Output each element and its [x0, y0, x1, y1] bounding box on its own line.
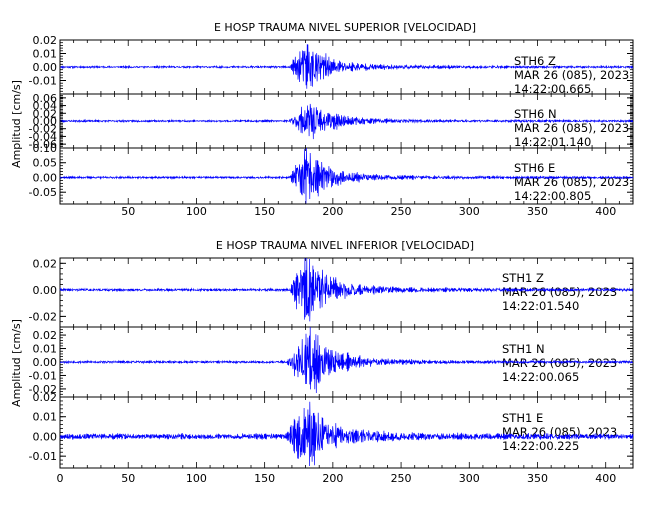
- x-tick-label: 50: [121, 472, 135, 485]
- x-tick-label: 300: [459, 472, 480, 485]
- y-tick-label: 0.01: [33, 343, 58, 356]
- panel-0-0: 0.020.010.00-0.01: [29, 34, 634, 95]
- panel-1-2: 0.02 0.01 0.00 -0.01: [29, 391, 634, 469]
- x-tick-label: 400: [595, 205, 616, 218]
- top-group-ylabel: Amplitud [cm/s]: [10, 80, 23, 168]
- plot-panels: 0.020.010.00-0.010.060.040.020.00-0.02-0…: [29, 34, 634, 485]
- bottom-group-title: E HOSP TRAUMA NIVEL INFERIOR [VELOCIDAD]: [216, 239, 474, 252]
- time-label: 14:22:00.665: [514, 82, 591, 96]
- time-label: 14:22:00.805: [514, 189, 591, 203]
- station-label: STH6 E: [514, 161, 555, 175]
- y-tick-label: -0.04: [29, 130, 57, 143]
- y-tick-label: 0.00: [33, 61, 58, 74]
- x-tick-label: 250: [391, 472, 412, 485]
- x-tick-label: 150: [254, 205, 275, 218]
- y-tick-label: -0.01: [29, 450, 57, 463]
- x-tick-label: 0: [57, 472, 64, 485]
- y-tick-label: 0.02: [33, 391, 58, 404]
- x-tick-label: 200: [322, 472, 343, 485]
- station-label: STH1 E: [502, 411, 543, 425]
- panel-info-sth6-n: STH6 N MAR 26 (085), 2023 14:22:01.140: [514, 107, 629, 149]
- y-tick-label: 0.04: [33, 100, 58, 113]
- y-tick-label: -0.05: [29, 186, 57, 199]
- seismic-trace: [59, 147, 634, 204]
- y-tick-label: -0.02: [29, 123, 57, 136]
- seismic-trace: [59, 257, 634, 322]
- top-group-title: E HOSP TRAUMA NIVEL SUPERIOR [VELOCIDAD]: [214, 21, 476, 34]
- y-tick-label: 0.02: [33, 257, 58, 270]
- y-tick-label: 0.02: [33, 34, 58, 47]
- y-tick-label: 0.06: [33, 92, 58, 105]
- seismic-trace: [59, 103, 634, 140]
- y-tick-label: 0.01: [33, 48, 58, 61]
- x-tick-label: 300: [459, 205, 480, 218]
- y-tick-label: 0.00: [33, 284, 58, 297]
- x-tick-label: 400: [595, 472, 616, 485]
- seismic-trace: [59, 326, 634, 394]
- y-tick-label: 0.00: [33, 115, 58, 128]
- y-tick-label: -0.06: [29, 138, 57, 151]
- station-label: STH6 Z: [514, 54, 556, 68]
- y-tick-label: 0.10: [33, 142, 58, 155]
- bottom-group-ylabel: Amplitud [cm/s]: [10, 319, 23, 407]
- y-tick-label: -0.01: [29, 75, 57, 88]
- x-tick-label: 100: [186, 205, 207, 218]
- panel-1-1: 0.020.010.00-0.01-0.02: [29, 326, 634, 398]
- date-label: MAR 26 (085), 2023: [502, 285, 617, 299]
- x-tick-label: 150: [254, 472, 275, 485]
- y-tick-label: 0.02: [33, 329, 58, 342]
- seismic-trace: [59, 401, 634, 467]
- time-label: 14:22:01.140: [514, 135, 591, 149]
- y-tick-label: -0.02: [29, 310, 57, 323]
- y-tick-label: 0.05: [33, 157, 58, 170]
- x-tick-label: 350: [527, 472, 548, 485]
- seismic-trace: [59, 44, 634, 89]
- x-tick-label: 50: [121, 205, 135, 218]
- station-label: STH6 N: [514, 107, 557, 121]
- time-label: 14:22:00.065: [502, 370, 579, 384]
- x-tick-label: 250: [391, 205, 412, 218]
- y-tick-label: -0.01: [29, 369, 57, 382]
- time-label: 14:22:00.225: [502, 439, 579, 453]
- date-label: MAR 26 (085), 2023: [514, 121, 629, 135]
- y-tick-label: 0.02: [33, 107, 58, 120]
- panel-info-sth6-z: STH6 Z MAR 26 (085), 2023 14:22:00.665: [514, 54, 629, 96]
- y-tick-label: -0.02: [29, 383, 57, 396]
- x-tick-label: 100: [186, 472, 207, 485]
- y-tick-label: 0.00: [33, 356, 58, 369]
- x-tick-label: 350: [527, 205, 548, 218]
- date-label: MAR 26 (085), 2023: [514, 68, 629, 82]
- station-label: STH1 N: [502, 342, 545, 356]
- y-tick-label: 0.00: [33, 430, 58, 443]
- panel-0-1: 0.060.040.020.00-0.02-0.04-0.06: [29, 92, 634, 151]
- x-tick-label: 200: [322, 205, 343, 218]
- panel-0-2: 0.10 0.050.00 -0.05: [29, 142, 634, 205]
- time-label: 14:22:01.540: [502, 299, 579, 313]
- y-tick-label: 0.01: [33, 411, 58, 424]
- y-tick-label: 0.00: [33, 171, 58, 184]
- station-label: STH1 Z: [502, 271, 544, 285]
